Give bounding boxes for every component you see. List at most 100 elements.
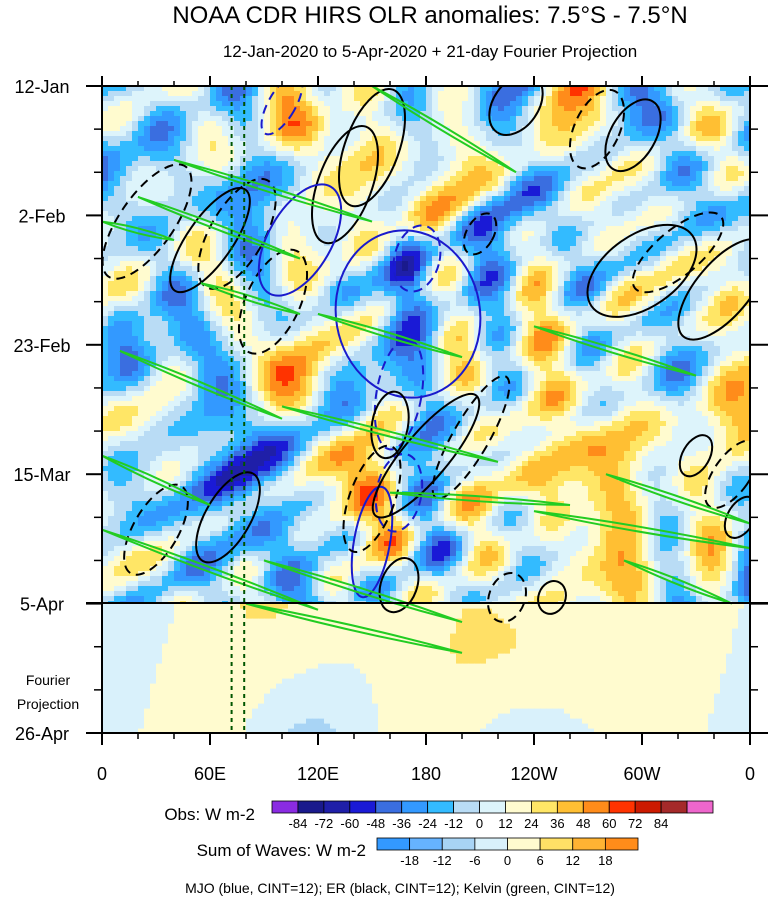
obs-cell-2038 xyxy=(666,176,673,182)
obs-cell-1798 xyxy=(522,166,529,172)
obs-cell-3089 xyxy=(492,226,499,232)
obs-cell-4408 xyxy=(630,286,637,292)
obs-cell-245 xyxy=(276,96,283,102)
obs-cell-2533 xyxy=(396,201,403,207)
obs-cell-1714 xyxy=(666,161,673,167)
obs-cell-3059 xyxy=(312,226,319,232)
obs-cell-2624 xyxy=(294,206,301,212)
obs-cell-756 xyxy=(102,121,109,127)
obs-cell-321 xyxy=(732,96,739,102)
obs-cell-582 xyxy=(354,111,361,117)
obs-cell-2163 xyxy=(120,186,127,192)
obs-cell-235 xyxy=(216,96,223,102)
obs-cell-3198 xyxy=(498,231,505,237)
obs-cell-1088 xyxy=(150,136,157,142)
obs-cell-1365 xyxy=(516,146,523,152)
obs-cell-3549 xyxy=(660,246,667,252)
obs-cell-2252 xyxy=(654,186,661,192)
obs-cell-2055 xyxy=(120,181,127,187)
obs-cell-3987 xyxy=(696,266,703,272)
obs-cell-3180 xyxy=(390,231,397,237)
obs-cell-3012 xyxy=(678,221,685,227)
obs-cell-2808 xyxy=(102,216,109,222)
obs-cell-1309 xyxy=(180,146,187,152)
obs-cell-678 xyxy=(282,116,289,122)
obs-cell-749 xyxy=(708,116,715,122)
obs-cell-386 xyxy=(474,101,481,107)
obs-cell-4864 xyxy=(126,311,133,317)
obs-cell-2063 xyxy=(168,181,175,187)
obs-cell-1699 xyxy=(576,161,583,167)
obs-cell-4126 xyxy=(234,276,241,282)
obs-cell-1298 xyxy=(114,146,121,152)
obs-cell-4434 xyxy=(138,291,145,297)
obs-cell-697 xyxy=(396,116,403,122)
obs-cell-3948 xyxy=(462,266,469,272)
obs-cell-3246 xyxy=(138,236,145,242)
obs-cell-3041 xyxy=(204,226,211,232)
obs-cell-4178 xyxy=(546,276,553,282)
obs-cell-344 xyxy=(222,101,229,107)
obs-cell-2482 xyxy=(738,196,745,202)
obs-cell-4778 xyxy=(258,306,265,312)
obs-cell-3162 xyxy=(282,231,289,237)
obs-cell-81 xyxy=(588,86,595,92)
obs-cell-1475 xyxy=(528,151,535,157)
obs-cell-3848 xyxy=(510,261,517,267)
obs-cell-1300 xyxy=(126,146,133,152)
obs-cell-3818 xyxy=(330,261,337,267)
obs-cell-2887 xyxy=(576,216,583,222)
obs-cell-2004 xyxy=(462,176,469,182)
obs-cell-2568 xyxy=(606,201,613,207)
obs-cell-2866 xyxy=(450,216,457,222)
obs-cell-4661 xyxy=(204,301,211,307)
obs-cell-1643 xyxy=(240,161,247,167)
obs-cell-4959 xyxy=(696,311,703,317)
obs-cell-3937 xyxy=(396,266,403,272)
obs-cell-2406 xyxy=(282,196,289,202)
obs-cell-4354 xyxy=(306,286,313,292)
obs-cell-923 xyxy=(456,126,463,132)
obs-cell-1231 xyxy=(360,141,367,147)
obs-cell-994 xyxy=(234,131,241,137)
obs-cell-2871 xyxy=(480,216,487,222)
obs-cell-121 xyxy=(180,91,187,97)
obs-cell-3794 xyxy=(186,261,193,267)
obs-cell-4950 xyxy=(642,311,649,317)
obs-cell-1329 xyxy=(300,146,307,152)
obs-cell-4505 xyxy=(564,291,571,297)
obs-cell-3647 xyxy=(600,251,607,257)
obs-cell-1839 xyxy=(120,171,127,177)
obs-cell-2332 xyxy=(486,191,493,197)
obs-cell-1599 xyxy=(624,156,631,162)
obs-cell-2171 xyxy=(168,186,175,192)
obs-cell-1257 xyxy=(516,141,523,147)
obs-cell-4967 xyxy=(744,311,750,317)
obs-cell-3778 xyxy=(738,256,745,262)
obs-cell-1464 xyxy=(462,151,469,157)
obs-cell-2785 xyxy=(612,211,619,217)
obs-cell-2025 xyxy=(588,176,595,182)
obs-cell-857 xyxy=(708,121,715,127)
obs-cell-271 xyxy=(432,96,439,102)
obs-cell-2656 xyxy=(486,206,493,212)
obs-cell-1838 xyxy=(114,171,121,177)
obs-cell-3802 xyxy=(234,261,241,267)
obs-cell-1615 xyxy=(720,156,727,162)
obs-cell-3721 xyxy=(396,256,403,262)
obs-cell-2870 xyxy=(474,216,481,222)
obs-cell-2496 xyxy=(174,201,181,207)
obs-cell-4324 xyxy=(126,286,133,292)
obs-cell-1301 xyxy=(132,146,139,152)
obs-cell-138 xyxy=(282,91,289,97)
obs-cell-3890 xyxy=(114,266,121,272)
obs-cell-4331 xyxy=(168,286,175,292)
obs-cell-3329 xyxy=(636,236,643,242)
obs-cell-2885 xyxy=(564,216,571,222)
obs-cell-150 xyxy=(354,91,361,97)
obs-cell-4488 xyxy=(462,291,469,297)
obs-cell-1956 xyxy=(174,176,181,182)
obs-cell-1383 xyxy=(624,146,631,152)
obs-cell-4628 xyxy=(654,296,661,302)
obs-cell-3930 xyxy=(354,266,361,272)
